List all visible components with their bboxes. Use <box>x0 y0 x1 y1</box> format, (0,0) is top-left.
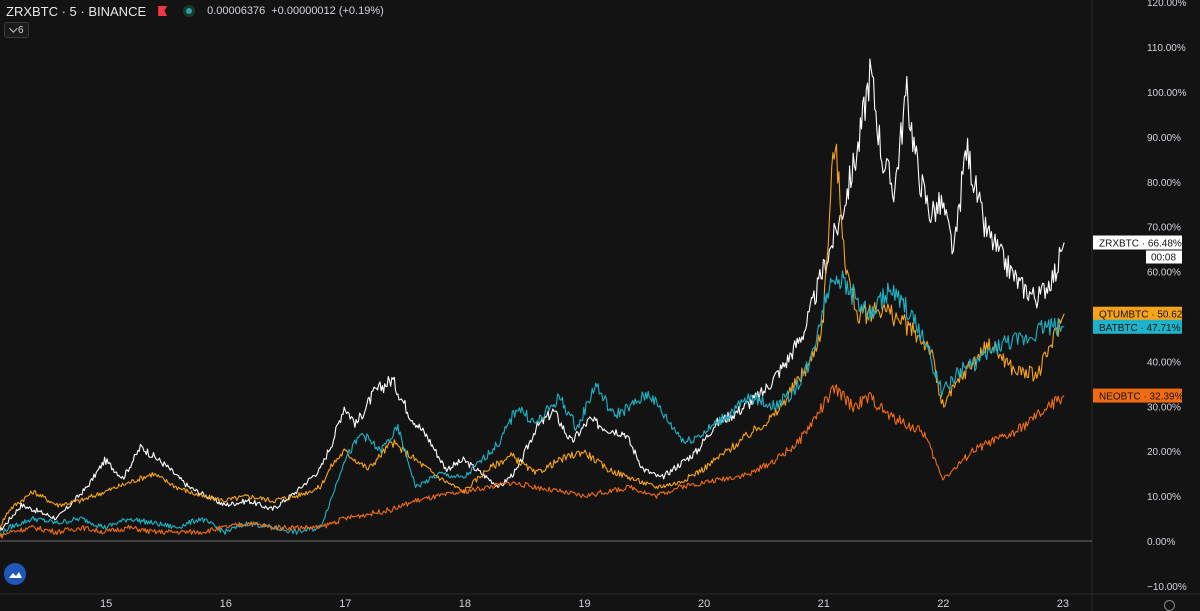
price-label-bg <box>1093 235 1182 250</box>
y-tick-label: −10.00% <box>1147 582 1187 593</box>
price-label-name: ZRXBTC · 66.48% <box>1099 239 1182 250</box>
series-line-zrxbtc <box>0 58 1065 533</box>
cloud-icon <box>9 572 22 578</box>
y-tick-label: 20.00% <box>1147 447 1181 458</box>
y-tick-label: 10.00% <box>1147 492 1181 503</box>
indicators-count: 6 <box>18 24 24 36</box>
y-tick-label: 80.00% <box>1147 178 1181 189</box>
gear-icon[interactable] <box>1164 600 1175 611</box>
series-line-qtumbtc <box>0 143 1065 530</box>
price-change: +0.00000012 (+0.19%) <box>271 5 384 17</box>
y-tick-label: 100.00% <box>1147 88 1187 99</box>
price-label-batbtc: BATBTC · 47.71% <box>1093 319 1182 334</box>
brand-logo-icon[interactable] <box>4 563 26 585</box>
x-tick-label: 19 <box>578 598 590 610</box>
y-tick-label: 60.00% <box>1147 268 1181 279</box>
flag-icon[interactable] <box>158 6 168 16</box>
x-tick-label: 15 <box>100 598 112 610</box>
price-label-name: QTUMBTC · 50.62% <box>1099 310 1191 321</box>
x-tick-label: 21 <box>818 598 830 610</box>
indicators-collapse-button[interactable]: 6 <box>4 22 29 38</box>
symbol-title[interactable]: ZRXBTC · 5 · BINANCE <box>6 3 147 19</box>
x-tick-label: 20 <box>698 598 710 610</box>
price-label-qtumbtc: QTUMBTC · 50.62% <box>1093 306 1191 321</box>
x-tick-label: 16 <box>220 598 232 610</box>
y-tick-label: 70.00% <box>1147 223 1181 234</box>
countdown-bg <box>1146 250 1182 264</box>
x-tick-label: 23 <box>1057 598 1069 610</box>
price-label-neobtc: NEOBTC · 32.39% <box>1093 388 1184 403</box>
price-label-name: NEOBTC · 32.39% <box>1099 392 1184 403</box>
chart-header: ZRXBTC · 5 · BINANCE 0.00006376 +0.00000… <box>6 3 384 19</box>
y-tick-label: 0.00% <box>1147 537 1175 548</box>
price-label-bg <box>1093 319 1182 334</box>
x-tick-label: 17 <box>339 598 351 610</box>
price-label-zrxbtc: ZRXBTC · 66.48% 00:08 <box>1093 235 1182 264</box>
bar-countdown: 00:08 <box>1151 253 1176 264</box>
last-price: 0.00006376 <box>207 5 266 17</box>
x-tick-label: 18 <box>459 598 471 610</box>
y-tick-label: 90.00% <box>1147 133 1181 144</box>
price-label-bg <box>1093 388 1182 403</box>
x-tick-label: 22 <box>937 598 949 610</box>
price-label-bg <box>1093 306 1182 321</box>
series-line-neobtc <box>0 384 1065 539</box>
y-tick-label: 40.00% <box>1147 357 1181 368</box>
price-label-name: BATBTC · 47.71% <box>1099 323 1181 334</box>
live-status-icon <box>183 5 196 17</box>
series-line-batbtc <box>0 270 1065 536</box>
y-tick-label: 110.00% <box>1147 43 1186 54</box>
y-tick-label: 30.00% <box>1147 402 1181 413</box>
y-tick-label: 120.00% <box>1147 0 1187 9</box>
chevron-down-icon <box>9 24 18 33</box>
